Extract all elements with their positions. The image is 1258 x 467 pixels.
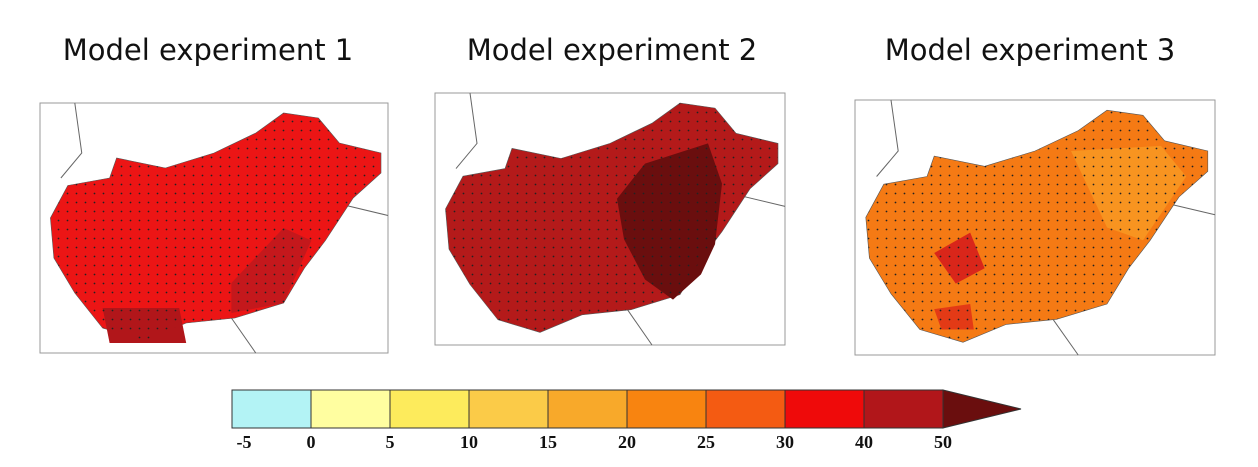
colorbar-segment: [547, 389, 628, 429]
colorbar-label: 5: [386, 432, 395, 452]
colorbar-segment: [784, 389, 865, 429]
colorbar-label: 20: [618, 432, 636, 452]
map-panel: [39, 102, 389, 354]
panel-title: Model experiment 2: [467, 33, 758, 67]
colorbar-label: 40: [855, 432, 873, 452]
colorbar-arrow: [942, 389, 1022, 429]
colorbar-label: 10: [460, 432, 478, 452]
colorbar-label: 50: [934, 432, 952, 452]
colorbar-segment: [389, 389, 470, 429]
colorbar-label: 0: [307, 432, 316, 452]
map-panel: [854, 99, 1216, 356]
panel-title: Model experiment 1: [63, 33, 354, 67]
colorbar-label: 30: [776, 432, 794, 452]
colorbar-segment: [468, 389, 549, 429]
colorbar-segment: [705, 389, 786, 429]
colorbar-segment: [863, 389, 944, 429]
colorbar-segment: [626, 389, 707, 429]
dot-grid: [445, 103, 778, 333]
colorbar-label: 25: [697, 432, 715, 452]
map-panel: [434, 92, 786, 346]
dot-grid: [50, 113, 382, 341]
colorbar-segment: [231, 389, 312, 429]
panel-title: Model experiment 3: [885, 33, 1176, 67]
dot-grid: [865, 110, 1208, 343]
colorbar-label: 15: [539, 432, 557, 452]
colorbar-label: -5: [237, 432, 252, 452]
colorbar-segment: [310, 389, 391, 429]
